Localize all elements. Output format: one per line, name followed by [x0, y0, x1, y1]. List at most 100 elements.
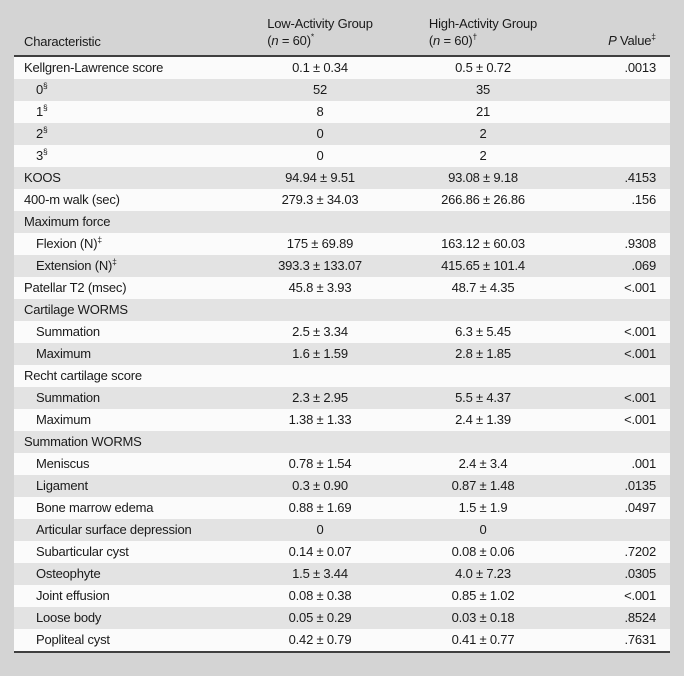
footnote-marker-asterisk: *: [310, 31, 315, 42]
cell-high-activity-value: 2: [479, 148, 487, 163]
table-row: Articular surface depression 0 0: [14, 519, 670, 541]
cell-high-activity-value: 0.08 ± 0.06: [451, 544, 515, 559]
cell-high-activity-value: 5.5 ± 4.37: [455, 390, 511, 405]
table-row: Subarticular cyst 0.14 ± 0.07 0.08 ± 0.06.…: [14, 541, 670, 563]
cell-high-activity-value: [390, 299, 576, 321]
cell-characteristic: Kellgren-Lawrence score: [24, 60, 164, 75]
cell-low-activity-value: 0: [316, 148, 324, 163]
footnote-marker-dagger: †: [472, 31, 478, 42]
cell-characteristic: Summation: [36, 390, 100, 405]
cell-characteristic: 0§: [36, 80, 48, 97]
cell-low-activity-value: 0.08 ± 0.38: [288, 588, 352, 603]
col-header-high-activity-label: High-Activity Group (n = 60)†: [428, 16, 538, 48]
cell-low-activity-value: 1.5 ± 3.44: [292, 566, 348, 581]
cell-low-activity-value: 0.78 ± 1.54: [288, 456, 352, 471]
col-header-p-value-label: P Value‡: [608, 31, 656, 48]
table-row: KOOS 94.94 ± 9.51 93.08 ± 9.18 .4153: [14, 167, 670, 189]
cell-characteristic: Maximum force: [24, 214, 111, 229]
cell-high-activity-value: 4.0 ± 7.23: [455, 566, 511, 581]
footnote-marker: ‡: [97, 234, 103, 245]
cell-high-activity-value: [390, 211, 576, 233]
cell-low-activity-value: 279.3 ± 34.03: [281, 192, 359, 207]
cell-low-activity-value: 2.5 ± 3.34: [292, 324, 348, 339]
cell-high-activity-value: 0.41 ± 0.77: [451, 632, 515, 647]
cell-low-activity-value: 0: [316, 126, 324, 141]
cell-low-activity-value: 0.05 ± 0.29: [288, 610, 352, 625]
footnote-marker: §: [43, 80, 48, 91]
cell-low-activity-value: 0.88 ± 1.69: [288, 500, 352, 515]
cell-p-value: [576, 101, 670, 123]
table-row: Extension (N)‡ 393.3 ± 133.07 415.65 ± 101…: [14, 255, 670, 277]
cell-p-value: .9308: [624, 236, 656, 251]
cell-characteristic: 3§: [36, 146, 48, 163]
cell-low-activity-value: 8: [316, 104, 324, 119]
cell-high-activity-value: 6.3 ± 5.45: [455, 324, 511, 339]
cell-high-activity-value: 0.87 ± 1.48: [451, 478, 515, 493]
cell-characteristic: Summation WORMS: [24, 434, 142, 449]
cell-low-activity-value: 1.38 ± 1.33: [288, 412, 352, 427]
table-row: Joint effusion 0.08 ± 0.38 0.85 ± 1.02 <.00…: [14, 585, 670, 607]
table-row: 1§ 8 21: [14, 101, 670, 123]
table-row: Recht cartilage score: [14, 365, 670, 387]
table-row: 400-m walk (sec) 279.3 ± 34.03 266.86 ± 26…: [14, 189, 670, 211]
cell-p-value: [576, 299, 670, 321]
cell-p-value: .156: [631, 192, 656, 207]
cell-high-activity-value: [390, 431, 576, 453]
col-header-low-activity: Low-Activity Group (n = 60)*: [250, 15, 390, 49]
cell-characteristic: Osteophyte: [36, 566, 101, 581]
table-row: 3§ 0 2: [14, 145, 670, 167]
cell-high-activity-value: 163.12 ± 60.03: [441, 236, 525, 251]
table-row: Summation 2.3 ± 2.95 5.5 ± 4.37 <.001: [14, 387, 670, 409]
cell-high-activity-value: 2.4 ± 3.4: [458, 456, 508, 471]
cell-p-value: [576, 79, 670, 101]
cell-p-value: [576, 431, 670, 453]
cell-high-activity-value: 2.8 ± 1.85: [455, 346, 511, 361]
cell-low-activity-value: 2.3 ± 2.95: [292, 390, 348, 405]
footnote-marker: §: [43, 102, 48, 113]
cell-low-activity-value: 393.3 ± 133.07: [278, 258, 362, 273]
table-row: Meniscus 0.78 ± 1.54 2.4 ± 3.4 .001: [14, 453, 670, 475]
cell-low-activity-value: 0.14 ± 0.07: [288, 544, 352, 559]
cell-p-value: [576, 123, 670, 145]
col-header-characteristic-label: Characteristic: [24, 34, 101, 49]
cell-p-value: [576, 519, 670, 541]
table-row: Kellgren-Lawrence score 0.1 ± 0.34 0.5 ± 0…: [14, 57, 670, 79]
cell-characteristic: Maximum: [36, 412, 91, 427]
cell-low-activity-value: 0.42 ± 0.79: [288, 632, 352, 647]
table-row: 2§ 0 2: [14, 123, 670, 145]
cell-high-activity-value: 0.85 ± 1.02: [451, 588, 515, 603]
table-row: Maximum 1.38 ± 1.33 2.4 ± 1.39 <.001: [14, 409, 670, 431]
footnote-marker: ‡: [112, 256, 117, 267]
cell-p-value: [576, 145, 670, 167]
cell-low-activity-value: 45.8 ± 3.93: [288, 280, 352, 295]
table-row: Flexion (N)‡ 175 ± 69.89 163.12 ± 60.03 .93…: [14, 233, 670, 255]
cell-characteristic: Articular surface depression: [36, 522, 192, 537]
cell-p-value: .7631: [624, 632, 656, 647]
cell-characteristic: Subarticular cyst: [36, 544, 129, 559]
cell-low-activity-value: 0.3 ± 0.90: [292, 478, 348, 493]
cell-p-value: .001: [631, 456, 656, 471]
table-row: Popliteal cyst 0.42 ± 0.79 0.41 ± 0.77 .763…: [14, 629, 670, 651]
col-header-p-value: P Value‡: [576, 32, 670, 49]
cell-p-value: <.001: [624, 412, 656, 427]
table-body: Kellgren-Lawrence score 0.1 ± 0.34 0.5 ± 0…: [14, 57, 670, 653]
cell-p-value: .0135: [624, 478, 656, 493]
table-row: 0§ 52 35: [14, 79, 670, 101]
cell-p-value: .069: [631, 258, 656, 273]
cell-high-activity-value: 35: [475, 82, 491, 97]
cell-characteristic: 2§: [36, 124, 48, 141]
footnote-marker: §: [43, 146, 48, 157]
cell-high-activity-value: 2: [479, 126, 487, 141]
cell-characteristic: Extension (N)‡: [36, 256, 117, 273]
cell-p-value: <.001: [624, 280, 656, 295]
cell-p-value: .0305: [624, 566, 656, 581]
cell-characteristic: Flexion (N)‡: [36, 234, 103, 251]
cell-characteristic: Ligament: [36, 478, 88, 493]
cell-characteristic: Cartilage WORMS: [24, 302, 128, 317]
cell-low-activity-value: [250, 211, 390, 233]
cell-p-value: <.001: [624, 324, 656, 339]
cell-p-value: .0013: [624, 60, 656, 75]
cell-p-value: [576, 365, 670, 387]
cell-characteristic: 400-m walk (sec): [24, 192, 120, 207]
